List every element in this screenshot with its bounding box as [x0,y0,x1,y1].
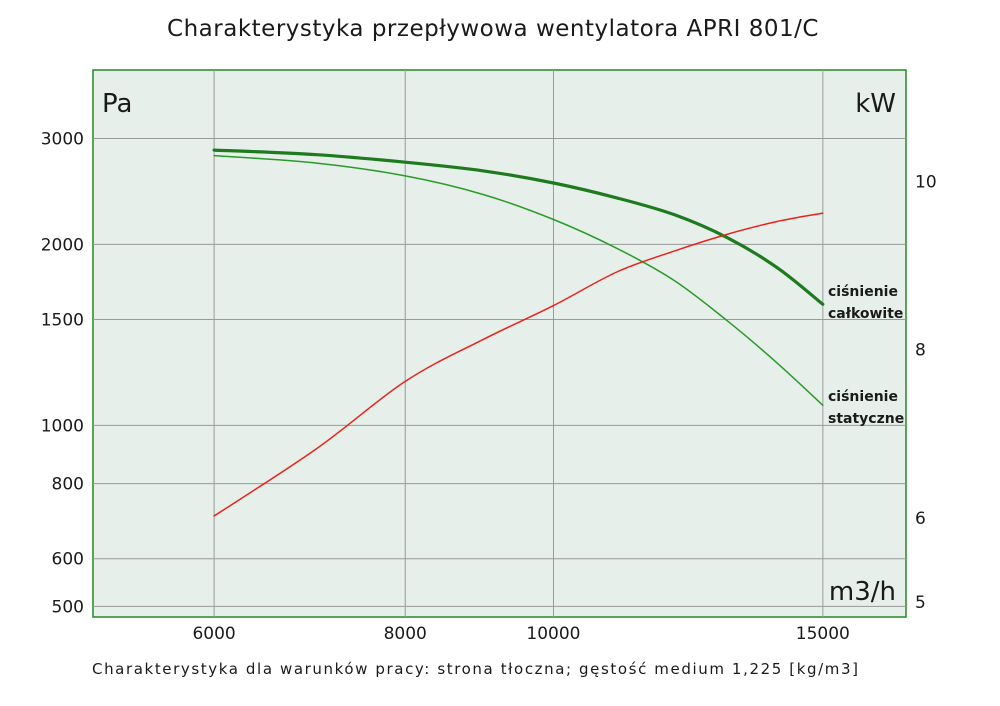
series-group [212,148,825,517]
y-right-tick-label: 5 [915,593,926,613]
curve-labels: ciśnienie całkowite ciśnienie statyczne [828,284,904,427]
y-right-unit-label: kW [855,89,896,119]
y-left-tick-label: 500 [52,597,84,617]
y-right-tick-label: 10 [915,172,937,192]
label-static-pressure: statyczne [828,411,904,427]
chart-title: Charakterystyka przepływowa wentylatora … [167,16,819,42]
y-left-tick-label: 600 [52,550,84,570]
y-left-tick-label: 1000 [41,416,84,436]
x-tick-label: 6000 [192,624,235,644]
series-total-pressure [212,148,825,306]
x-tick-label: 8000 [384,624,427,644]
y-left-tick-label: 800 [52,475,84,495]
y-left-tick-label: 2000 [41,235,84,255]
label-total-pressure: całkowite [828,306,903,322]
series-power [213,212,824,517]
grid [93,70,906,617]
series-static-pressure [213,154,824,407]
plot-area [92,69,907,618]
label-total-pressure: ciśnienie [828,284,898,300]
y-left-tick-label: 1500 [41,310,84,330]
chart-footnote: Charakterystyka dla warunków pracy: stro… [92,660,860,678]
label-static-pressure: ciśnienie [828,389,898,405]
y-right-tick-label: 8 [915,341,926,361]
y-left-unit-label: Pa [102,89,132,119]
x-tick-label: 15000 [796,624,850,644]
x-tick-label: 10000 [526,624,580,644]
y-left-tick-label: 3000 [41,130,84,150]
y-right-tick-label: 6 [915,509,926,529]
tick-labels: 6000 8000 10000 15000 500 600 800 1000 1500 2000 3… [41,130,937,644]
x-unit-label: m3/h [829,577,896,607]
